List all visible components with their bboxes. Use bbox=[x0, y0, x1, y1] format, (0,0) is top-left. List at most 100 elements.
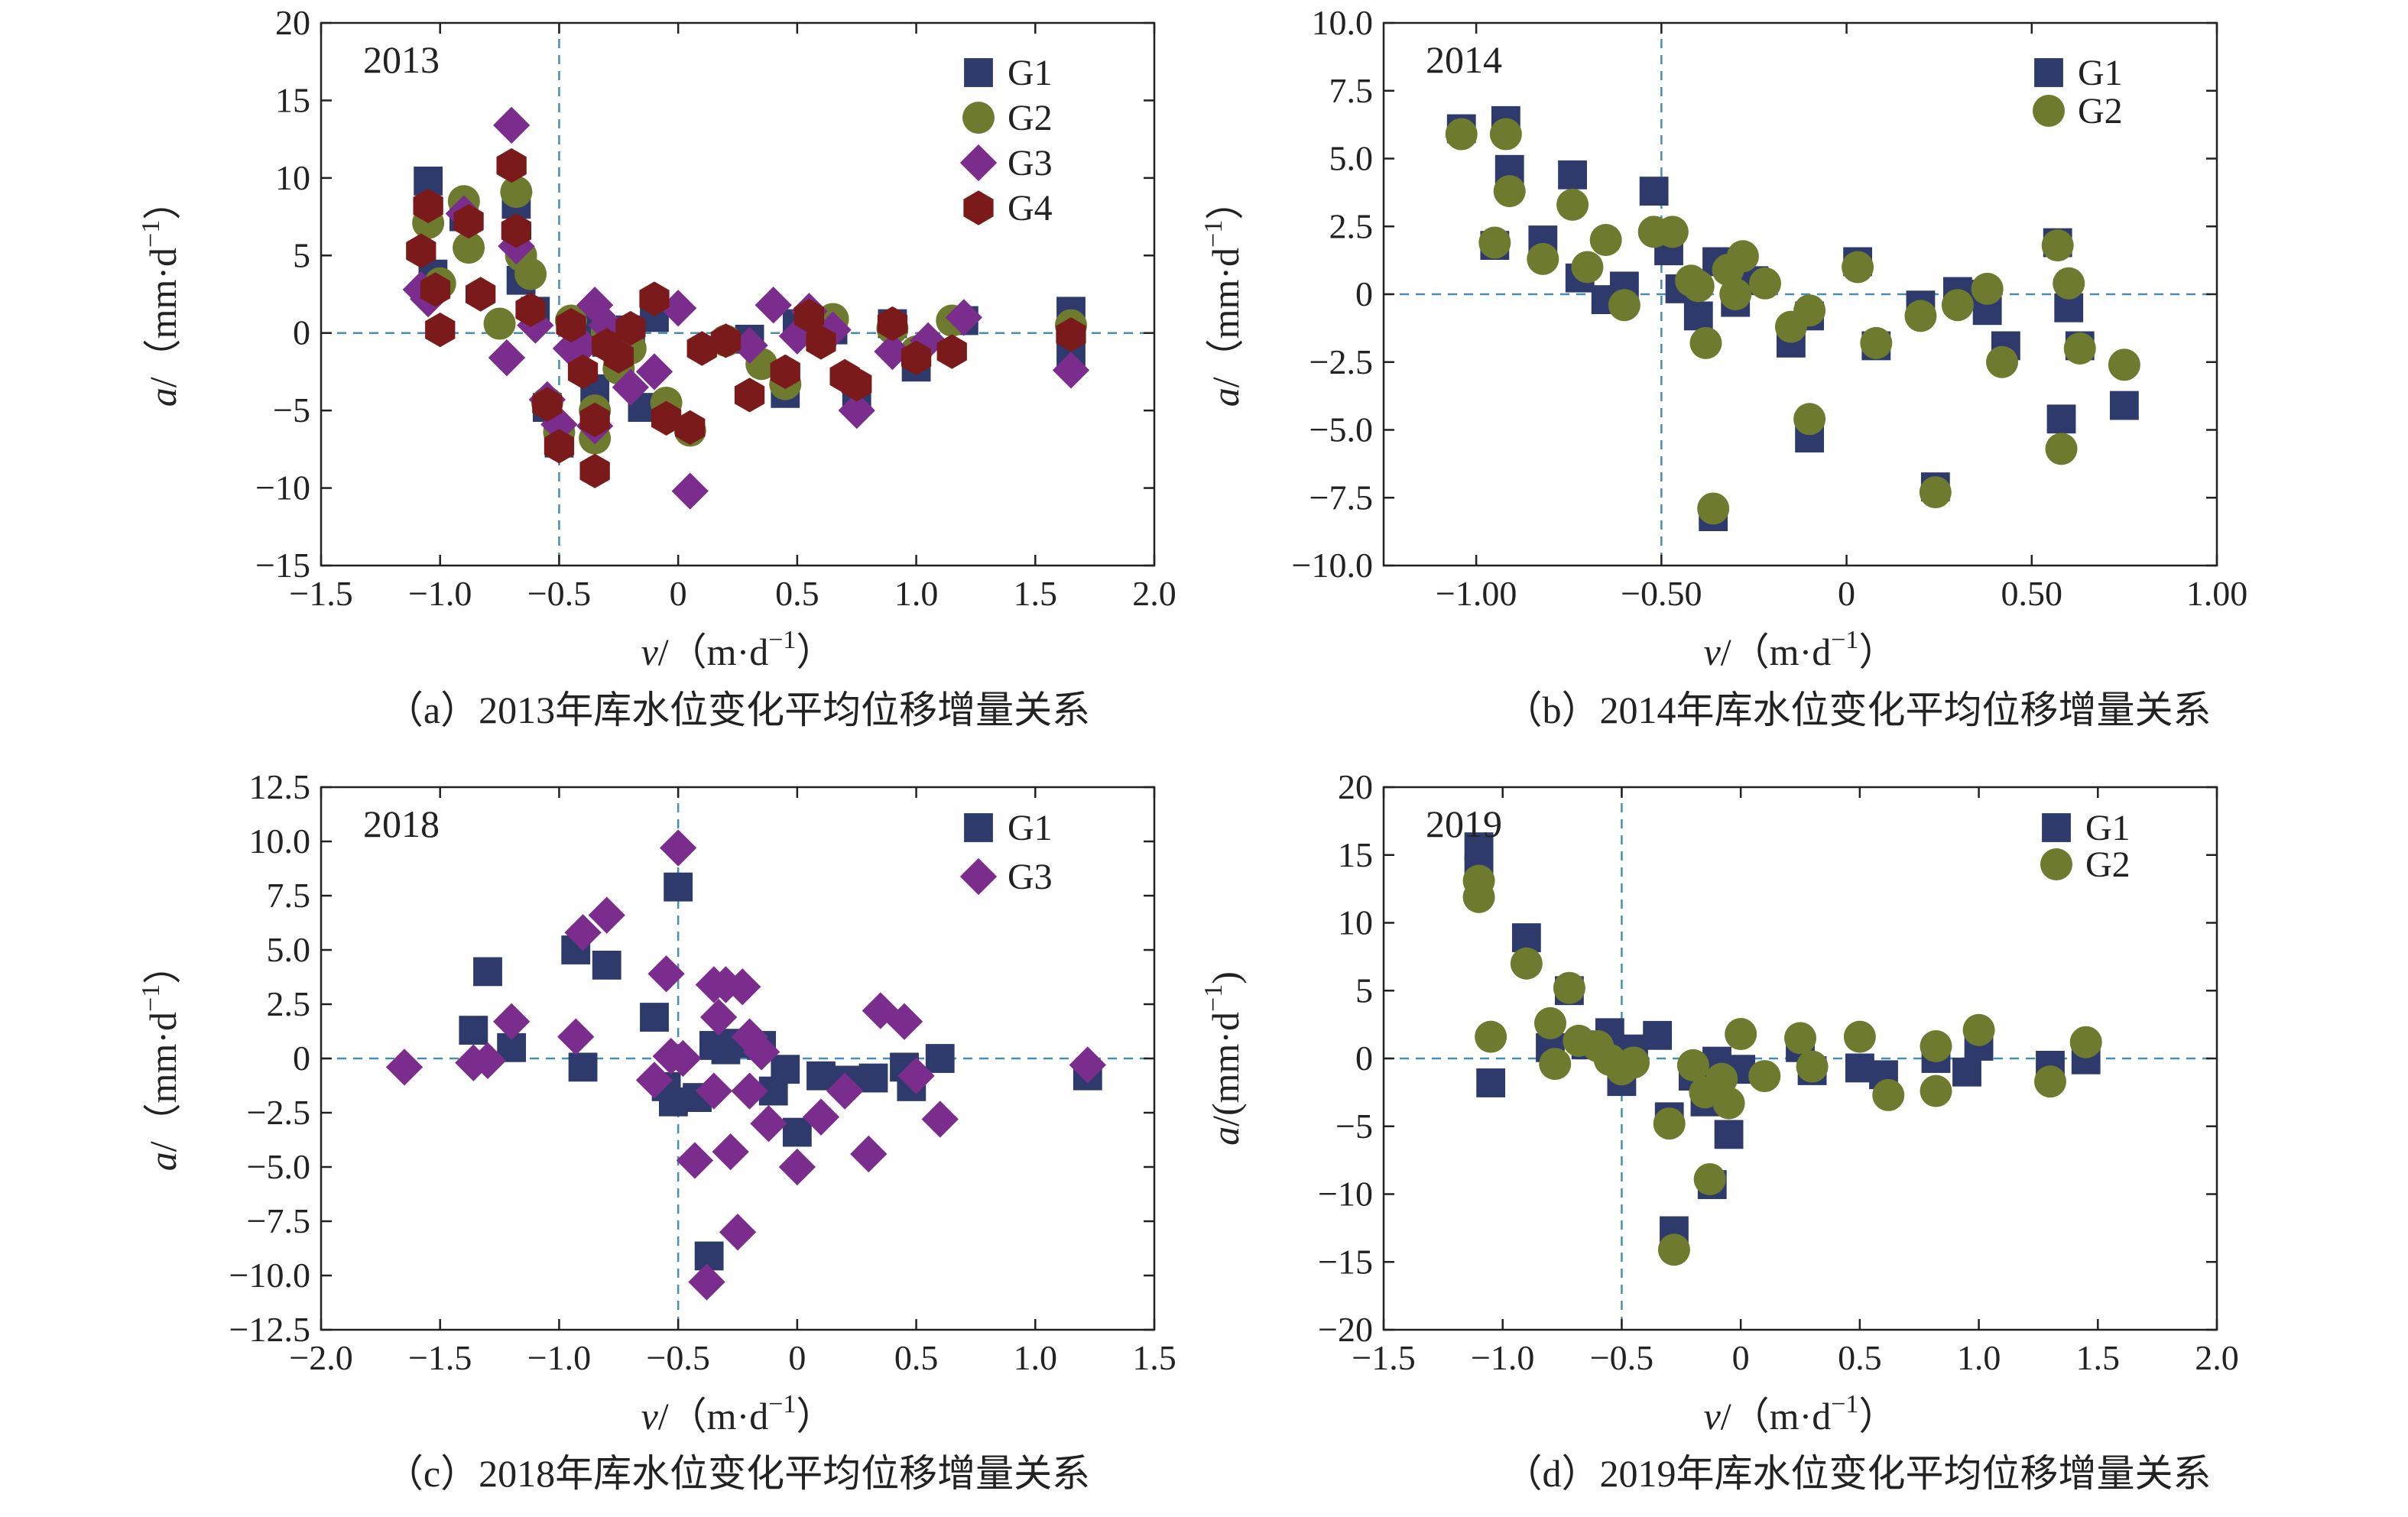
year-label: 2019 bbox=[1426, 802, 1502, 845]
data-point-g2 bbox=[1556, 188, 1589, 221]
data-point-g2 bbox=[1986, 345, 2019, 378]
data-point-g2 bbox=[1527, 242, 1559, 275]
data-point-g2 bbox=[1860, 326, 1893, 359]
x-tick-label: 1.0 bbox=[894, 574, 939, 613]
y-tick-label: −2.5 bbox=[1309, 342, 1373, 381]
data-point-g2 bbox=[2045, 433, 2078, 465]
data-point-g4 bbox=[496, 147, 527, 183]
data-point-g4 bbox=[453, 204, 484, 239]
y-tick-label: −5 bbox=[1335, 1107, 1373, 1146]
y-tick-label: 0 bbox=[293, 313, 310, 352]
data-points bbox=[385, 829, 1106, 1301]
data-point-g3 bbox=[802, 1098, 840, 1136]
data-point-g3 bbox=[712, 1133, 749, 1171]
x-tick-label: 0 bbox=[1732, 1338, 1750, 1377]
legend-marker-g2 bbox=[2040, 848, 2072, 880]
y-tick-label: 0 bbox=[293, 1039, 310, 1078]
legend-item-g2: G2 bbox=[2040, 844, 2131, 885]
data-point-g2 bbox=[1784, 1022, 1816, 1055]
data-point-g2 bbox=[2041, 229, 2074, 262]
data-point-g1 bbox=[1558, 160, 1587, 190]
data-point-g2 bbox=[1842, 251, 1874, 284]
data-point-g2 bbox=[1589, 224, 1622, 256]
data-point-g3 bbox=[1069, 1046, 1106, 1084]
data-point-g1 bbox=[2046, 404, 2076, 434]
data-point-g2 bbox=[1904, 300, 1937, 332]
data-point-g4 bbox=[877, 306, 908, 342]
y-tick-label: −7.5 bbox=[247, 1201, 310, 1240]
data-point-g3 bbox=[635, 353, 673, 391]
legend-label: G2 bbox=[1008, 98, 1053, 138]
data-point-g3 bbox=[1052, 352, 1090, 389]
panel-caption: （c）2018年库水位变化平均位移增量关系 bbox=[385, 1452, 1090, 1495]
data-point-g2 bbox=[1725, 1018, 1757, 1051]
data-point-g1 bbox=[782, 1117, 812, 1147]
y-axis-label: a/(mm·d−1) bbox=[1199, 971, 1247, 1146]
data-point-g4 bbox=[639, 281, 670, 316]
legend-marker-g2 bbox=[962, 102, 995, 134]
x-tick-label: 1.0 bbox=[1014, 1338, 1058, 1377]
data-points bbox=[1462, 832, 2102, 1266]
data-point-g2 bbox=[1962, 1013, 1995, 1046]
data-point-g3 bbox=[731, 1018, 768, 1055]
y-tick-label: 10.0 bbox=[249, 822, 311, 861]
legend-item-g3: G3 bbox=[959, 857, 1053, 897]
y-axis-label: a/（mm·d−1） bbox=[137, 946, 184, 1172]
y-axis-label: a/（mm·d−1） bbox=[137, 182, 184, 407]
data-point-g2 bbox=[1726, 240, 1759, 273]
data-point-g4 bbox=[567, 354, 599, 390]
data-point-g2 bbox=[2063, 332, 2096, 365]
data-point-g2 bbox=[1553, 971, 1585, 1004]
data-point-g2 bbox=[1676, 1049, 1709, 1081]
data-point-g2 bbox=[1843, 1020, 1876, 1053]
data-point-g1 bbox=[1476, 1068, 1506, 1097]
legend-item-g1: G1 bbox=[2034, 53, 2123, 93]
y-tick-label: 7.5 bbox=[1329, 71, 1374, 110]
x-tick-label: −1.5 bbox=[408, 1338, 472, 1377]
legend-marker-g4 bbox=[963, 190, 994, 225]
data-point-g2 bbox=[1719, 278, 1752, 310]
data-point-g2 bbox=[1920, 1030, 1952, 1063]
data-point-g3 bbox=[488, 339, 526, 377]
panel-caption: （b）2014年库水位变化平均位移增量关系 bbox=[1504, 689, 2212, 731]
data-point-g1 bbox=[473, 957, 502, 987]
data-point-g2 bbox=[1656, 216, 1689, 248]
data-point-g1 bbox=[1952, 1057, 1981, 1087]
panel-c-2018: −2.0 −1.5 −1.0 −0.5 0 0.5 1.0 1.5 −12.5 −10.0 −7.5… bbox=[137, 767, 1176, 1495]
data-point-g1 bbox=[568, 1052, 598, 1082]
legend: G1 G2 G3 G4 bbox=[959, 53, 1053, 229]
x-tick-label: 0 bbox=[788, 1338, 806, 1377]
legend-label: G3 bbox=[1008, 857, 1053, 897]
data-point-g4 bbox=[842, 367, 872, 402]
data-point-g1 bbox=[771, 1055, 800, 1084]
legend-item-g2: G2 bbox=[2033, 91, 2123, 131]
data-point-g3 bbox=[647, 955, 685, 993]
x-tick-label: −2.0 bbox=[289, 1338, 352, 1377]
y-tick-label: −10 bbox=[1318, 1175, 1373, 1214]
y-tick-label: 7.5 bbox=[267, 876, 311, 915]
legend-label: G1 bbox=[1008, 808, 1053, 848]
y-tick-label: 2.5 bbox=[1329, 206, 1374, 245]
data-point-g4 bbox=[579, 453, 610, 488]
data-point-g4 bbox=[901, 340, 932, 375]
year-label: 2018 bbox=[363, 802, 440, 845]
data-point-g2 bbox=[1489, 118, 1522, 151]
data-point-g3 bbox=[557, 1018, 595, 1055]
data-point-g2 bbox=[1682, 270, 1715, 303]
y-tick-label: 5 bbox=[1355, 971, 1373, 1010]
data-point-g3 bbox=[731, 1072, 768, 1110]
data-point-g2 bbox=[1478, 226, 1511, 259]
data-point-g3 bbox=[755, 287, 792, 324]
x-tick-label: −1.0 bbox=[408, 574, 472, 613]
data-points bbox=[402, 106, 1090, 510]
data-point-g2 bbox=[1618, 1046, 1650, 1079]
legend-item-g1: G1 bbox=[964, 808, 1053, 848]
y-tick-label: 10.0 bbox=[1312, 3, 1374, 42]
data-point-g3 bbox=[838, 391, 875, 429]
legend-marker-g1 bbox=[964, 58, 993, 87]
data-point-g4 bbox=[710, 323, 742, 358]
x-tick-label: −1.0 bbox=[527, 1338, 591, 1377]
x-tick-label: 0 bbox=[670, 574, 687, 613]
data-point-g3 bbox=[778, 1148, 816, 1186]
data-point-g3 bbox=[814, 311, 852, 348]
